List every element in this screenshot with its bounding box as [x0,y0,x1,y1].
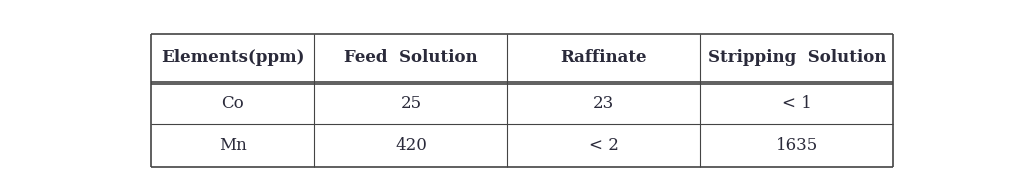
Text: 1635: 1635 [775,137,818,154]
Text: < 1: < 1 [782,95,812,112]
Text: < 2: < 2 [589,137,619,154]
Text: Elements(ppm): Elements(ppm) [161,50,305,66]
Text: Stripping  Solution: Stripping Solution [708,50,887,66]
Text: Co: Co [221,95,245,112]
Text: 420: 420 [395,137,427,154]
Text: Raffinate: Raffinate [560,50,647,66]
Text: 23: 23 [593,95,614,112]
Text: Mn: Mn [219,137,247,154]
Text: Feed  Solution: Feed Solution [344,50,478,66]
Text: 25: 25 [400,95,422,112]
